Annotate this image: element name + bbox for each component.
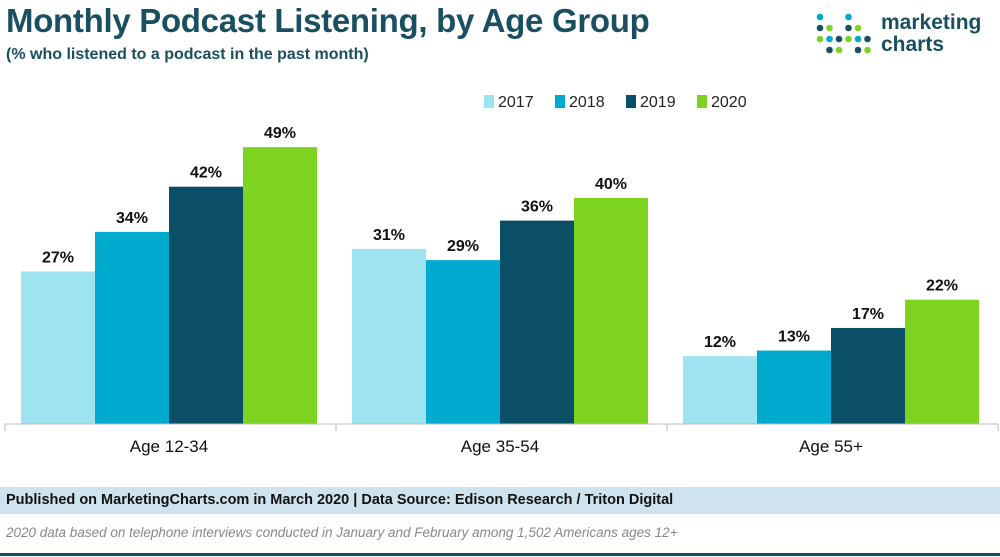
logo-dot [864,46,871,54]
data-label: 13% [778,329,810,346]
logo-dots-icon [816,13,871,54]
legend-swatch [697,95,707,108]
logo-dot [826,35,833,43]
bar [574,198,648,424]
data-label: 34% [116,210,148,227]
chart-subtitle: (% who listened to a podcast in the past… [6,46,369,63]
data-label: 40% [595,176,627,193]
bar [426,260,500,424]
category-label: Age 12-34 [130,437,208,456]
logo-text: marketing charts [881,12,981,56]
data-label: 27% [42,249,74,266]
logo-dot [854,24,862,32]
logo-text-line2: charts [881,33,945,56]
data-label: 36% [521,199,553,216]
logo-dot [816,13,824,21]
legend-label: 2018 [569,94,605,111]
logo-dot [826,24,833,32]
logo-dot [854,46,862,54]
data-label: 17% [852,306,884,323]
methodology-note: 2020 data based on telephone interviews … [6,525,678,540]
logo-dot [816,35,824,43]
legend-swatch [626,95,636,108]
logo-dot [826,46,833,54]
data-label: 42% [190,165,222,182]
legend-label: 2017 [498,94,534,111]
legend-swatch [484,95,494,108]
legend-label: 2019 [640,94,676,111]
bar [683,356,757,424]
logo-dot [854,35,862,43]
bar-chart: 2017 2018 2019 2020 27% 34% 42% 49% Age 12-34 31%… [4,94,999,456]
category-label: Age 55+ [799,437,863,456]
data-label: 31% [373,227,405,244]
category-label: Age 35-54 [461,437,539,456]
logo-dot [835,46,843,54]
bar [169,186,243,424]
data-label: 49% [264,125,296,142]
bar [757,350,831,424]
bar [831,327,905,424]
marketingcharts-logo[interactable]: marketing charts [815,12,995,58]
legend-swatch [555,95,565,108]
chart-title: Monthly Podcast Listening, by Age Group [6,2,650,39]
logo-dot [845,24,852,32]
logo-dot [845,35,852,43]
logo-dot [816,24,824,32]
logo-text-line1: marketing [881,11,982,34]
bar [905,299,979,424]
source-text: Published on MarketingCharts.com in Marc… [6,492,674,508]
footer-bar: Published on MarketingCharts.com in Marc… [0,487,1000,514]
bar [352,248,426,424]
bar [95,231,169,424]
bar [500,220,574,424]
bottom-divider [0,553,1000,556]
data-label: 12% [704,334,736,351]
logo-dot [835,35,843,43]
data-label: 29% [447,238,479,255]
bar [21,271,95,424]
data-label: 22% [926,278,958,295]
legend-label: 2020 [711,94,747,111]
logo-dot [864,35,871,43]
bar [243,147,317,424]
logo-dot [845,13,852,21]
